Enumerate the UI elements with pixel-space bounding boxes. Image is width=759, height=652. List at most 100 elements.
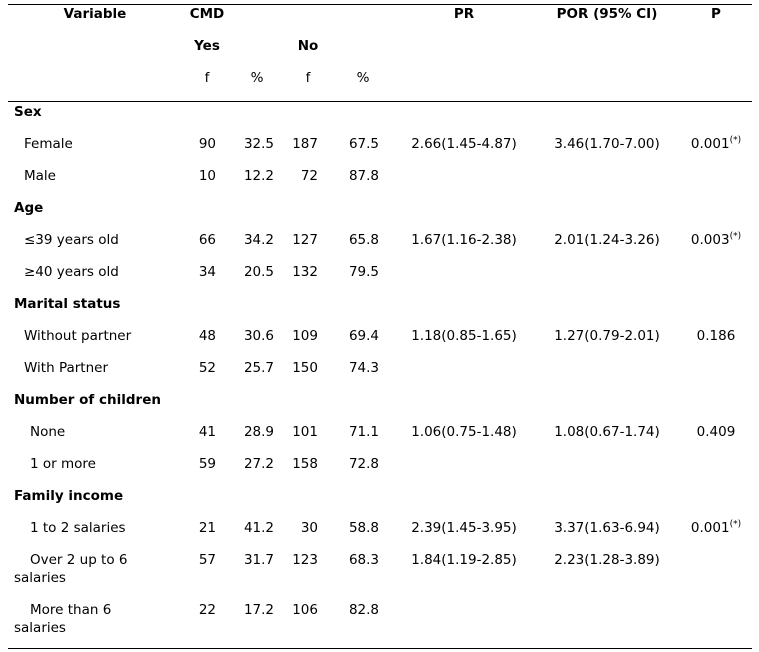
table-top-rule (8, 4, 752, 5)
row-label: 1 or more (30, 456, 96, 472)
cell-no-pct: 58.8 (348, 520, 379, 536)
cell-p: 0.409 (676, 423, 756, 441)
p-significance-note: (*) (729, 231, 742, 242)
cell-pr: 2.66(1.45-4.87) (411, 136, 517, 152)
header-por: POR (95% CI) (556, 6, 658, 22)
cell-no-f: 150 (292, 360, 318, 376)
cell-yes-pct: 30.6 (243, 328, 274, 344)
header-yes: Yes (194, 38, 220, 54)
cell-no-pct: 71.1 (348, 424, 379, 440)
cell-por: 2.01(1.24-3.26) (554, 232, 660, 248)
cell-pr: 1.18(0.85-1.65) (411, 328, 517, 344)
table-bottom-rule (8, 648, 752, 649)
cell-yes-pct: 25.7 (243, 360, 274, 376)
header-yes-pct: % (250, 70, 264, 86)
cell-yes-pct: 28.9 (243, 424, 274, 440)
cell-no-f: 132 (292, 264, 318, 280)
cell-no-pct: 74.3 (348, 360, 379, 376)
section-label: Marital status (14, 296, 121, 312)
row-label-continued: salaries (14, 620, 66, 636)
cell-no-f: 106 (292, 602, 318, 618)
cell-yes-pct: 31.7 (243, 552, 274, 568)
cell-por: 3.37(1.63-6.94) (554, 520, 660, 536)
cell-yes-f: 21 (198, 520, 216, 536)
cell-p: 0.186 (676, 327, 756, 345)
p-value: 0.001 (690, 520, 730, 536)
cell-no-f: 187 (292, 136, 318, 152)
p-value: 0.003 (690, 232, 730, 248)
cell-p: 0.001(*) (676, 135, 756, 153)
header-no-pct: % (356, 70, 370, 86)
row-label: Over 2 up to 6 (30, 552, 128, 568)
section-label: Family income (14, 488, 124, 504)
cell-yes-f: 52 (198, 360, 216, 376)
header-no: No (297, 38, 319, 54)
p-significance-note: (*) (729, 519, 742, 530)
section-label: Sex (14, 104, 42, 120)
cell-por: 2.23(1.28-3.89) (554, 552, 660, 568)
cell-no-pct: 65.8 (348, 232, 379, 248)
row-label: Without partner (24, 328, 132, 344)
cell-yes-f: 41 (198, 424, 216, 440)
header-no-f: f (305, 70, 311, 86)
cell-p: 0.003(*) (676, 231, 756, 249)
header-variable: Variable (63, 6, 127, 22)
header-p: P (711, 6, 721, 22)
header-pr: PR (453, 6, 475, 22)
p-value: 0.186 (696, 328, 736, 344)
cell-pr: 1.84(1.19-2.85) (411, 552, 517, 568)
cell-no-f: 72 (300, 168, 318, 184)
p-value: 0.001 (690, 136, 730, 152)
cell-por: 1.27(0.79-2.01) (554, 328, 660, 344)
cell-pr: 2.39(1.45-3.95) (411, 520, 517, 536)
row-label: 1 to 2 salaries (30, 520, 126, 536)
cell-yes-f: 59 (198, 456, 216, 472)
cell-no-pct: 79.5 (348, 264, 379, 280)
cell-yes-pct: 20.5 (243, 264, 274, 280)
cell-no-pct: 69.4 (348, 328, 379, 344)
cell-pr: 1.67(1.16-2.38) (411, 232, 517, 248)
cell-no-f: 101 (292, 424, 318, 440)
header-cmd: CMD (189, 6, 225, 22)
row-label-continued: salaries (14, 570, 66, 586)
cell-no-f: 127 (292, 232, 318, 248)
p-significance-note: (*) (729, 135, 742, 146)
table-header-rule (8, 101, 752, 102)
cell-yes-pct: 12.2 (243, 168, 274, 184)
cell-pr: 1.06(0.75-1.48) (411, 424, 517, 440)
cell-yes-f: 48 (198, 328, 216, 344)
cell-yes-f: 10 (198, 168, 216, 184)
cell-no-pct: 72.8 (348, 456, 379, 472)
section-label: Age (14, 200, 44, 216)
section-label: Number of children (14, 392, 161, 408)
cell-no-pct: 87.8 (348, 168, 379, 184)
cell-p: 0.001(*) (676, 519, 756, 537)
cell-no-pct: 67.5 (348, 136, 379, 152)
row-label: Male (24, 168, 56, 184)
cell-no-f: 158 (292, 456, 318, 472)
p-value: 0.409 (696, 424, 736, 440)
cell-yes-f: 66 (198, 232, 216, 248)
cell-yes-pct: 41.2 (243, 520, 274, 536)
row-label: With Partner (24, 360, 109, 376)
cell-yes-pct: 17.2 (243, 602, 274, 618)
row-label: Female (24, 136, 73, 152)
cell-yes-f: 90 (198, 136, 216, 152)
row-label: ≥40 years old (24, 264, 119, 280)
row-label: None (30, 424, 66, 440)
row-label: ≤39 years old (24, 232, 119, 248)
cell-yes-f: 22 (198, 602, 216, 618)
cell-yes-f: 57 (198, 552, 216, 568)
cell-no-pct: 68.3 (348, 552, 379, 568)
cell-por: 3.46(1.70-7.00) (554, 136, 660, 152)
cell-no-f: 123 (292, 552, 318, 568)
cell-no-pct: 82.8 (348, 602, 379, 618)
header-yes-f: f (204, 70, 210, 86)
cell-yes-pct: 27.2 (243, 456, 274, 472)
cell-no-f: 30 (300, 520, 318, 536)
cell-yes-pct: 34.2 (243, 232, 274, 248)
cell-por: 1.08(0.67-1.74) (554, 424, 660, 440)
cell-yes-f: 34 (198, 264, 216, 280)
row-label: More than 6 (30, 602, 112, 618)
cell-yes-pct: 32.5 (243, 136, 274, 152)
